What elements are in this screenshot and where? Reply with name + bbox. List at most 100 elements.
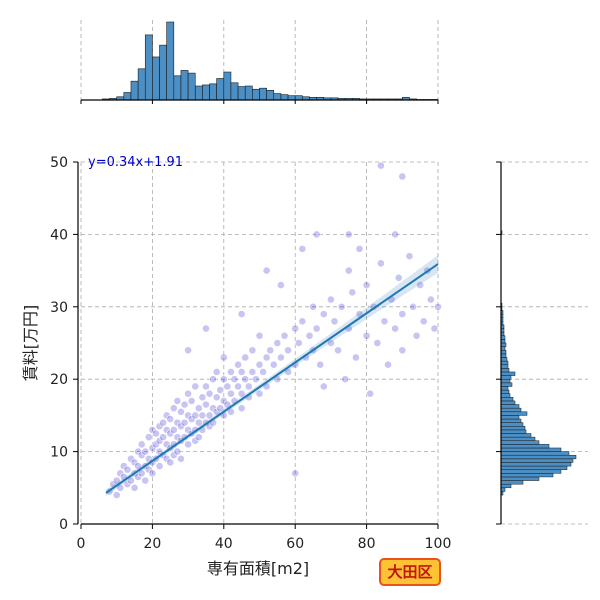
- histogram-bar: [144, 34, 153, 101]
- histogram-bar: [287, 95, 296, 101]
- histogram-bar: [500, 378, 511, 384]
- scatter-point: [255, 360, 264, 369]
- scatter-point: [137, 440, 146, 449]
- scatter-point: [191, 382, 200, 391]
- scatter-point: [148, 469, 157, 478]
- histogram-bar: [500, 483, 512, 489]
- scatter-point: [255, 331, 264, 340]
- histogram-bar: [500, 422, 524, 427]
- histogram-bar: [130, 80, 139, 101]
- histogram-bar: [500, 342, 507, 347]
- scatter-point: [309, 302, 317, 311]
- scatter-point: [391, 324, 400, 333]
- scatter-point: [237, 368, 246, 376]
- scatter-point: [412, 331, 421, 340]
- scatter-point: [234, 382, 242, 391]
- scatter-point: [198, 411, 207, 420]
- histogram-bar: [500, 444, 550, 449]
- scatter-point: [430, 324, 439, 333]
- scatter-point: [405, 252, 414, 261]
- histogram-bar: [500, 462, 572, 467]
- histogram-bar: [500, 382, 513, 387]
- scatter-point: [344, 230, 353, 239]
- x-tick-label: 60: [286, 536, 304, 552]
- regression-equation: y=0.34x+1.91: [88, 155, 183, 170]
- axes: [73, 99, 502, 529]
- scatter-point: [123, 465, 132, 474]
- histogram-bar: [500, 451, 570, 456]
- histogram-bar: [500, 349, 507, 355]
- scatter-point: [127, 476, 135, 485]
- scatter-point: [130, 483, 139, 492]
- scatter-point: [326, 339, 335, 347]
- histogram-bar: [500, 407, 522, 413]
- scatter-point: [237, 404, 246, 413]
- scatter-point: [351, 353, 360, 362]
- scatter-point: [348, 288, 357, 297]
- scatter-point: [312, 324, 321, 333]
- histogram-bar: [173, 75, 182, 101]
- scatter-point: [398, 310, 407, 318]
- histogram-bar: [273, 93, 282, 101]
- scatter-point: [362, 281, 371, 289]
- scatter-point: [187, 397, 196, 405]
- scatter-point: [398, 172, 407, 181]
- histogram-bar: [500, 480, 524, 485]
- scatter-point: [212, 393, 221, 402]
- scatter-point: [319, 310, 328, 318]
- scatter-point: [334, 346, 342, 355]
- x-tick-label: 40: [215, 536, 233, 552]
- scatter-point: [237, 310, 246, 318]
- histogram-bar: [500, 389, 510, 394]
- histogram-bar: [209, 83, 217, 101]
- histogram-bar: [194, 85, 203, 101]
- scatter-point: [248, 346, 257, 355]
- histogram-bar: [280, 94, 289, 101]
- histogram-bar: [266, 90, 275, 101]
- scatter-point: [184, 346, 192, 355]
- scatter-point: [169, 404, 178, 413]
- scatter-point: [259, 368, 267, 376]
- scatter-point: [144, 433, 153, 442]
- scatter-point: [227, 407, 235, 416]
- scatter-point: [205, 411, 214, 420]
- histogram-bar: [500, 440, 540, 445]
- scatter-point: [419, 317, 428, 326]
- histogram-bar: [137, 68, 146, 101]
- histogram-bar: [252, 88, 260, 101]
- scatter-point: [298, 244, 307, 253]
- histogram-bar: [500, 415, 520, 420]
- histogram-bar: [187, 72, 196, 101]
- regression-line: [105, 263, 439, 494]
- scatter-point: [177, 407, 185, 416]
- scatter-point: [326, 295, 335, 304]
- scatter-point: [294, 339, 303, 347]
- scatter-point: [137, 469, 146, 478]
- scatter-point: [312, 230, 321, 239]
- x-axis-label: 専有面積[m2]: [207, 559, 309, 578]
- scatter-point: [112, 476, 121, 485]
- histogram-bar: [500, 454, 577, 460]
- scatter-point: [180, 400, 189, 409]
- y-tick-label: 20: [50, 372, 68, 388]
- scatter-point: [298, 317, 307, 326]
- scatter-point: [169, 425, 178, 434]
- scatter-point: [273, 339, 282, 347]
- histogram-bar: [230, 82, 239, 101]
- scatter-point: [262, 353, 271, 362]
- histogram-bar: [500, 465, 568, 470]
- scatter-point: [159, 418, 168, 427]
- histogram-bar: [500, 426, 526, 431]
- histogram-bar: [166, 21, 175, 101]
- x-tick-labels: 0 20 40 60 80 100: [77, 536, 452, 552]
- scatter-point: [391, 230, 400, 239]
- regression-line-group: [105, 263, 439, 494]
- scatter-point: [230, 375, 239, 384]
- scatter-point: [173, 447, 182, 456]
- x-tick-label: 20: [143, 536, 161, 552]
- scatter-point: [177, 454, 185, 463]
- histogram-bar: [500, 371, 516, 376]
- y-tick-label: 0: [59, 517, 68, 533]
- histogram-bar: [223, 71, 232, 101]
